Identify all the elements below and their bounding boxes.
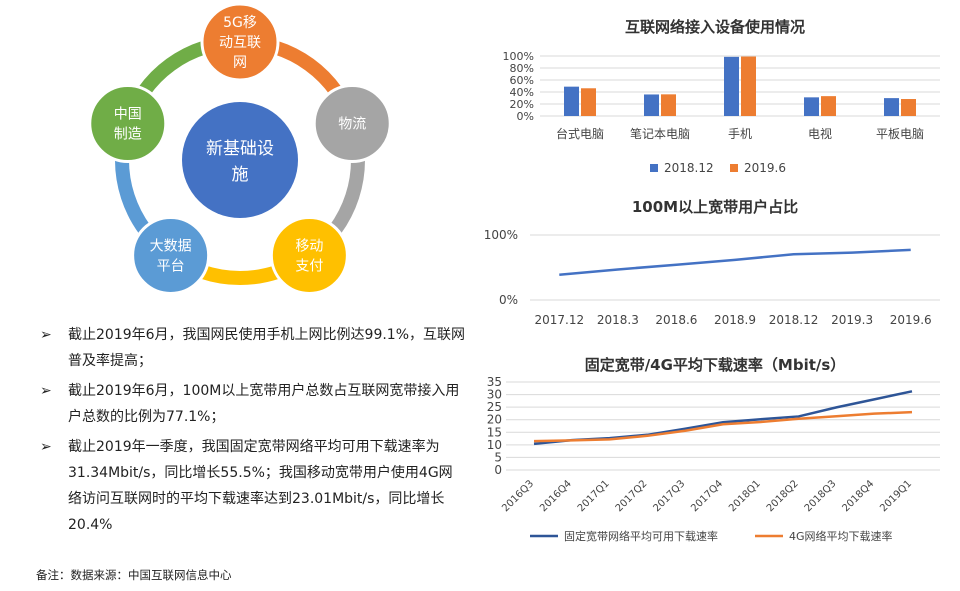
y-tick-label: 5 (494, 450, 502, 464)
y-tick-label: 30 (487, 388, 502, 402)
bar (564, 86, 579, 116)
y-tick-label: 10 (487, 438, 502, 452)
node-circle (312, 84, 392, 164)
y-tick-label: 15 (487, 425, 502, 439)
y-tick-label: 20% (510, 98, 534, 111)
x-tick-label: 2019.6 (890, 313, 932, 327)
x-tick-label: 2017Q3 (651, 478, 687, 514)
x-tick-label: 2018Q3 (803, 478, 839, 514)
y-tick-label: 20 (487, 413, 502, 427)
node-label: 网 (233, 55, 247, 71)
node-label: 平台 (157, 258, 185, 274)
center-circle (182, 102, 298, 218)
chart3-title: 固定宽带/4G平均下载速率（Mbit/s） (584, 356, 846, 374)
legend-label: 4G网络平均下载速率 (789, 529, 893, 543)
y-tick-label: 0% (499, 293, 518, 307)
series-line (533, 410, 913, 443)
y-tick-label: 100% (484, 228, 518, 242)
node-label: 大数据 (150, 238, 192, 254)
node-circle (88, 84, 168, 164)
node-label: 动互联 (219, 35, 261, 51)
legend-swatch (730, 164, 738, 172)
node-circle (131, 215, 211, 295)
y-tick-label: 0% (517, 110, 534, 123)
chart1-title: 互联网络接入设备使用情况 (624, 18, 805, 36)
bullet-item: ➢ 截止2019年一季度，我国固定宽带网络平均可用下载速率为31.34Mbit/s… (40, 434, 465, 538)
x-tick-label: 2017.12 (534, 313, 584, 327)
x-tick-label: 2018.3 (597, 313, 639, 327)
bar (884, 98, 899, 116)
node-circle (200, 2, 280, 82)
x-tick-label: 2016Q4 (538, 478, 574, 514)
center-label: 新基础设 (206, 139, 274, 159)
series-line (559, 248, 911, 276)
bullet-text: 截止2019年6月，我国网民使用手机上网比例达99.1%，互联网普及率提高； (68, 327, 466, 369)
x-tick-label: 2016Q3 (500, 478, 536, 514)
legend-label: 2019.6 (744, 161, 786, 175)
x-tick-label: 2017Q1 (576, 478, 612, 514)
legend-label: 2018.12 (664, 161, 714, 175)
x-tick-label: 2018Q2 (765, 478, 801, 514)
left-panel: 新基础设施 5G移动互联网物流移动支付 大数据平台 中国制造 ➢ 截止2019年6月，我… (0, 0, 470, 591)
node-label: 制造 (114, 127, 142, 143)
center-label: 施 (232, 165, 249, 185)
series-line (533, 390, 913, 446)
bar (644, 94, 659, 116)
node-label: 5G移 (223, 15, 257, 31)
bar (804, 97, 819, 116)
broadband-share-line-chart: 0% 100% 2017.12 2018.3 2018.6 2018.9 2018.12 20… (484, 228, 940, 327)
bullet-item: ➢ 截止2019年6月，100M以上宽带用户总数占互联网宽带接入用户总数的比例为7… (40, 378, 465, 430)
y-tick-label: 0 (494, 463, 502, 477)
bar (901, 99, 916, 116)
y-tick-label: 80% (510, 62, 534, 75)
bar (661, 94, 676, 116)
y-tick-label: 35 (487, 375, 502, 389)
y-tick-label: 25 (487, 400, 502, 414)
arrow-icon: ➢ (40, 327, 52, 343)
x-tick-label: 2018.6 (655, 313, 697, 327)
y-tick-label: 40% (510, 86, 534, 99)
x-tick-label: 2018Q4 (840, 478, 876, 514)
x-tick-label: 平板电脑 (876, 127, 924, 141)
node-label: 支付 (295, 258, 323, 274)
bullet-item: ➢ 截止2019年6月，我国网民使用手机上网比例达99.1%，互联网普及率提高； (40, 322, 465, 374)
x-tick-label: 台式电脑 (556, 126, 604, 141)
x-tick-label: 2018.9 (714, 313, 756, 327)
x-tick-label: 2018.12 (769, 313, 819, 327)
device-usage-bar-chart: 0%20%40%60%80%100% 台式电脑 笔记本电脑 手机 电视 平板电脑 2018.… (503, 50, 940, 175)
node-label: 中国 (114, 107, 142, 123)
x-tick-label: 2018Q1 (727, 478, 763, 514)
x-tick-label: 2017Q2 (614, 478, 650, 514)
bullet-text: 截止2019年一季度，我国固定宽带网络平均可用下载速率为31.34Mbit/s，… (68, 439, 453, 533)
legend-label: 固定宽带网络平均可用下载速率 (564, 529, 718, 543)
node-label: 物流 (338, 117, 366, 133)
source-note: 备注：数据来源：中国互联网信息中心 (36, 568, 232, 582)
x-tick-label: 笔记本电脑 (630, 126, 690, 141)
legend-swatch (650, 164, 658, 172)
node-circle (269, 215, 349, 295)
node-label: 移动 (295, 238, 323, 254)
arrow-icon: ➢ (40, 383, 52, 399)
x-tick-label: 电视 (808, 126, 832, 141)
x-tick-label: 2017Q4 (689, 478, 725, 514)
bar (741, 56, 756, 116)
y-tick-label: 60% (510, 74, 534, 87)
right-panel: 互联网络接入设备使用情况 0% 20% 40% 60% 80% 100% 台式电脑 笔记本电脑… (470, 0, 960, 591)
bullet-list: ➢ 截止2019年6月，我国网民使用手机上网比例达99.1%，互联网普及率提高； … (40, 322, 465, 542)
arrow-icon: ➢ (40, 439, 52, 455)
x-tick-label: 手机 (728, 127, 752, 141)
bar (581, 88, 596, 116)
bar (724, 56, 739, 116)
x-tick-label: 2019.3 (831, 313, 873, 327)
x-tick-label: 2019Q1 (878, 478, 914, 514)
chart2-title: 100M以上宽带用户占比 (631, 198, 799, 216)
y-tick-label: 100% (503, 50, 534, 63)
bullet-text: 截止2019年6月，100M以上宽带用户总数占互联网宽带接入用户总数的比例为77… (68, 383, 460, 425)
bar (821, 96, 836, 116)
